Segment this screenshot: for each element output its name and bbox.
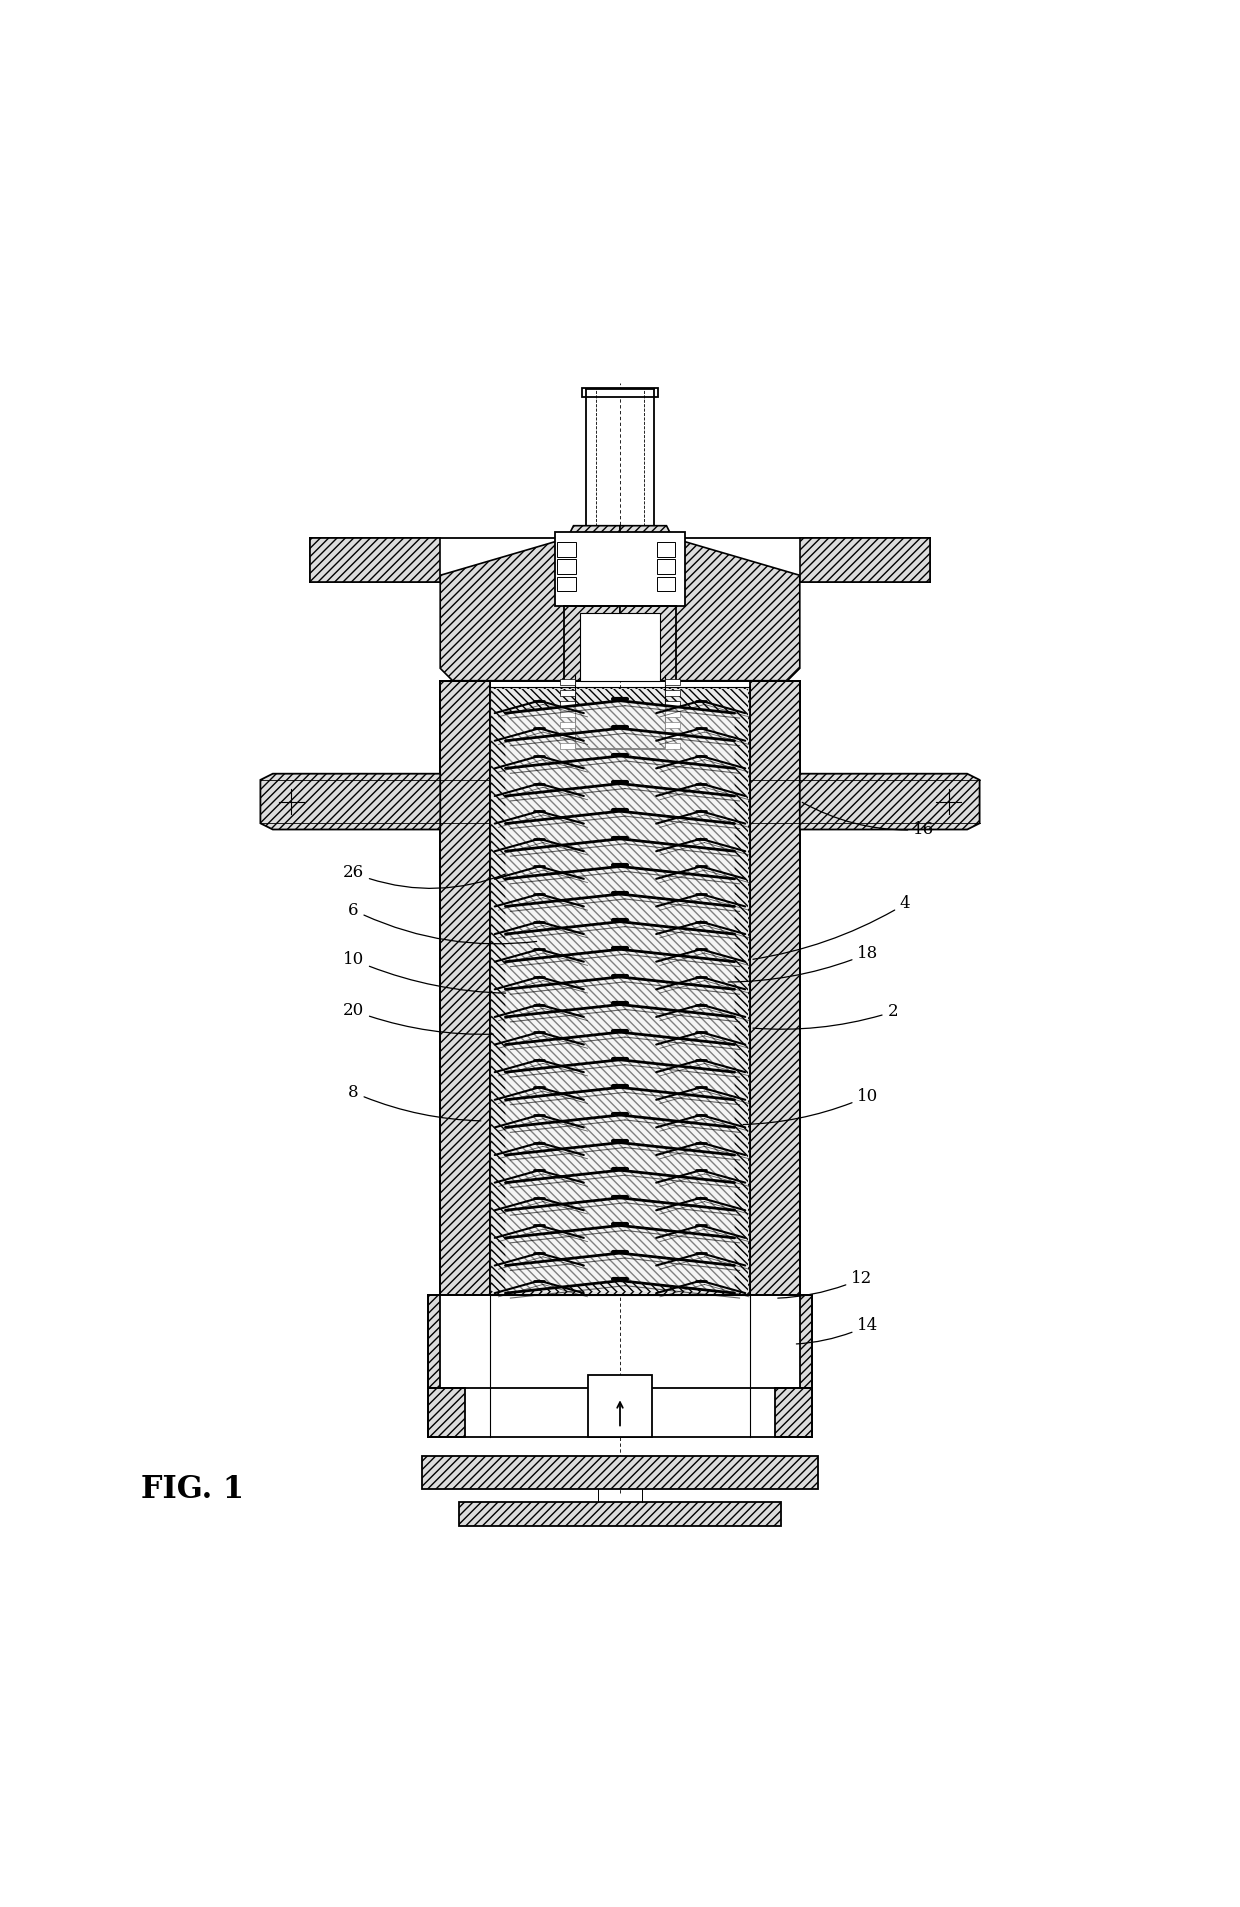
Text: 16: 16 [802, 803, 935, 837]
Text: 14: 14 [796, 1318, 879, 1344]
Polygon shape [506, 755, 734, 795]
Text: 20: 20 [342, 1001, 494, 1034]
Polygon shape [506, 700, 734, 740]
Polygon shape [506, 1060, 734, 1100]
Text: 6: 6 [348, 902, 537, 944]
Bar [665, 744, 680, 749]
Bar [657, 559, 675, 574]
Bar [657, 542, 675, 557]
Bar [558, 576, 575, 591]
Bar [556, 532, 684, 606]
Bar [560, 679, 575, 685]
Polygon shape [506, 728, 734, 769]
Polygon shape [506, 976, 734, 1016]
Polygon shape [506, 839, 734, 879]
Polygon shape [506, 1142, 734, 1182]
Text: 10: 10 [743, 1087, 879, 1125]
Polygon shape [506, 1032, 734, 1072]
Bar [665, 711, 680, 717]
Text: 10: 10 [342, 952, 506, 994]
Bar [490, 687, 750, 1295]
Bar [775, 1388, 812, 1438]
Text: 12: 12 [777, 1270, 873, 1299]
Polygon shape [260, 774, 440, 830]
Text: 26: 26 [342, 864, 506, 889]
Polygon shape [506, 1198, 734, 1238]
Polygon shape [800, 774, 980, 830]
Bar [428, 1295, 440, 1388]
Polygon shape [440, 526, 620, 681]
Polygon shape [506, 784, 734, 824]
Bar [800, 1295, 812, 1388]
Polygon shape [506, 810, 734, 851]
Bar [560, 732, 575, 738]
Polygon shape [506, 1253, 734, 1293]
Polygon shape [620, 526, 800, 681]
Polygon shape [506, 921, 734, 961]
Bar [560, 700, 575, 706]
Bar [665, 700, 680, 706]
Bar [579, 612, 660, 681]
Bar [558, 542, 575, 557]
Polygon shape [506, 1116, 734, 1156]
Bar [583, 387, 657, 397]
Bar [560, 711, 575, 717]
Polygon shape [310, 538, 440, 582]
Polygon shape [506, 894, 734, 934]
Text: 2: 2 [753, 1003, 898, 1030]
Bar [428, 1388, 465, 1438]
Polygon shape [800, 538, 930, 582]
Bar [665, 721, 680, 728]
Bar [492, 688, 748, 1293]
Polygon shape [506, 1171, 734, 1211]
Text: 4: 4 [753, 896, 910, 959]
Bar [665, 690, 680, 696]
Text: 18: 18 [728, 946, 879, 982]
Bar [558, 559, 575, 574]
Text: 8: 8 [348, 1083, 481, 1121]
Bar [588, 1375, 652, 1438]
Bar [665, 679, 680, 685]
Polygon shape [506, 866, 734, 906]
Bar [588, 526, 652, 534]
Polygon shape [506, 950, 734, 990]
Bar [560, 721, 575, 728]
Bar [560, 744, 575, 749]
Polygon shape [506, 1087, 734, 1127]
Bar [560, 690, 575, 696]
Bar [657, 576, 675, 591]
Bar [459, 1501, 781, 1526]
Bar [422, 1455, 818, 1489]
Text: FIG. 1: FIG. 1 [140, 1474, 244, 1505]
Bar [750, 681, 800, 1295]
Polygon shape [506, 1226, 734, 1266]
Polygon shape [506, 1005, 734, 1045]
Bar [665, 732, 680, 738]
Bar [440, 681, 490, 1295]
